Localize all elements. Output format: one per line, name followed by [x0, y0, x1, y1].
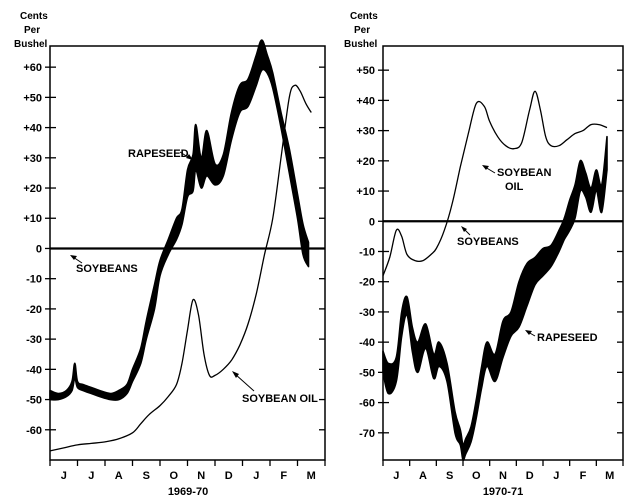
month-label: O	[472, 470, 481, 482]
month-label: J	[393, 470, 399, 482]
series-layer	[49, 39, 325, 452]
month-label: D	[225, 470, 233, 482]
soybeans-pointer-arrow-icon	[70, 255, 77, 260]
rapeseed-label: RAPESEED	[128, 148, 189, 160]
unit-label-line-1: Cents	[350, 11, 378, 22]
y-tick-label: -10	[26, 274, 42, 286]
y-tick-label: +60	[23, 62, 42, 74]
chart-panel-1969-70: Cents Per Bushel +60 +50 +40 +30 +20 +10 0 -10 -…	[14, 11, 326, 498]
soybeans-pointer-arrow-icon	[461, 226, 467, 232]
y-tick-label: +40	[23, 123, 42, 135]
unit-label-line-3: Bushel	[14, 39, 48, 50]
y-tick-label: -40	[26, 364, 42, 376]
y-tick-label: 0	[369, 216, 375, 228]
month-label: N	[197, 470, 205, 482]
y-tick-label: -50	[26, 395, 42, 407]
rapeseed-series	[382, 135, 608, 462]
unit-label-line-2: Per	[24, 25, 40, 36]
plot-frame	[382, 45, 624, 461]
y-tick-label: -30	[359, 307, 375, 319]
rapeseed-pointer-arrow-icon	[186, 154, 193, 160]
y-tick-label: +30	[356, 126, 375, 138]
y-tick-label: +40	[356, 95, 375, 107]
soybean-oil-pointer	[234, 373, 255, 392]
y-tick-label: -60	[26, 425, 42, 437]
y-tick-label: -70	[359, 428, 375, 440]
series-layer	[382, 90, 623, 462]
y-tick-label: 0	[36, 243, 42, 255]
soybeans-label: SOYBEANS	[457, 236, 519, 248]
soybean-oil-series	[49, 84, 312, 452]
rapeseed-series	[49, 39, 310, 401]
month-label: A	[419, 470, 427, 482]
y-tick-label: +50	[356, 65, 375, 77]
y-tick-label: +20	[356, 156, 375, 168]
month-label: J	[61, 470, 67, 482]
season-label: 1970-71	[483, 486, 523, 498]
unit-label-line-2: Per	[354, 25, 370, 36]
month-label: F	[280, 470, 287, 482]
chart-panel-1970-71: Cents Per Bushel +50 +40 +30 +20 +10 0 -10 -20 -…	[344, 11, 624, 498]
month-label: S	[446, 470, 453, 482]
month-label: F	[580, 470, 587, 482]
month-label: D	[526, 470, 534, 482]
rapeseed-label: RAPESEED	[537, 332, 598, 344]
month-label: S	[143, 470, 150, 482]
month-label: J	[553, 470, 559, 482]
y-tick-label: -20	[26, 304, 42, 316]
y-tick-label: +20	[23, 183, 42, 195]
soybean-oil-label-line-1: SOYBEAN	[497, 167, 551, 179]
y-tick-label: +10	[23, 213, 42, 225]
soybean-oil-pointer-arrow-icon	[232, 371, 239, 378]
month-label: A	[115, 470, 123, 482]
y-tick-label: +30	[23, 153, 42, 165]
y-tick-label: -10	[359, 246, 375, 258]
soybean-oil-label-line-2: OIL	[505, 181, 524, 193]
y-tick-label: -60	[359, 398, 375, 410]
season-label: 1969-70	[168, 486, 208, 498]
y-tick-label: +50	[23, 92, 42, 104]
month-label: J	[88, 470, 94, 482]
month-label: M	[307, 470, 316, 482]
unit-label-line-1: Cents	[20, 11, 48, 22]
month-label: N	[499, 470, 507, 482]
unit-label-line-3: Bushel	[344, 39, 378, 50]
y-axis: +50 +40 +30 +20 +10 0 -10 -20 -30 -40 -50 -60 -70	[356, 65, 623, 440]
soybean-oil-pointer-arrow-icon	[482, 165, 489, 170]
soybean-oil-label: SOYBEAN OIL	[242, 393, 318, 405]
month-label: J	[253, 470, 259, 482]
soybeans-label: SOYBEANS	[76, 263, 138, 275]
y-axis: +60 +50 +40 +30 +20 +10 0 -10 -20 -30 -40 -50 -60	[23, 62, 325, 437]
y-tick-label: -40	[359, 337, 375, 349]
y-tick-label: -30	[26, 334, 42, 346]
rapeseed-pointer-arrow-icon	[525, 330, 532, 335]
month-label: M	[605, 470, 614, 482]
soybean-oil-series	[382, 90, 608, 276]
y-tick-label: +10	[356, 186, 375, 198]
y-tick-label: -20	[359, 277, 375, 289]
month-label: O	[169, 470, 178, 482]
y-tick-label: -50	[359, 367, 375, 379]
